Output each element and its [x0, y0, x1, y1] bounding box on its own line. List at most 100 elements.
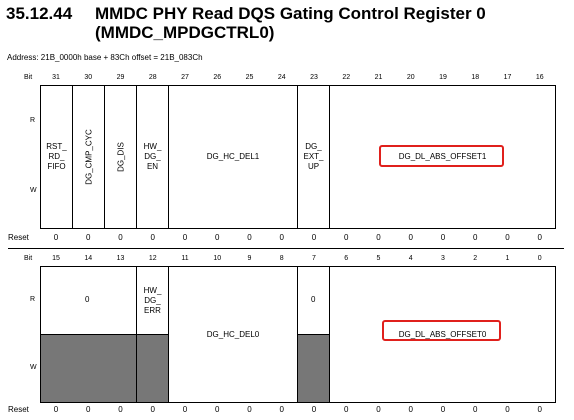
- bit-number: 4: [408, 255, 413, 262]
- bit-number: 12: [148, 255, 157, 262]
- bit-number: 17: [503, 74, 512, 81]
- reset-value: 0: [376, 233, 381, 242]
- reset-value: 0: [440, 233, 446, 242]
- bit-number: 30: [84, 74, 93, 81]
- reset-value: 0: [118, 405, 123, 414]
- bit-number: 19: [439, 74, 447, 81]
- reset-value: 0: [376, 405, 381, 414]
- reset-value: 0: [344, 233, 349, 242]
- bit-number: 27: [181, 74, 189, 81]
- reset-value: 0: [408, 233, 413, 242]
- reserved-write-7: [297, 334, 330, 403]
- field-dg-dl-abs-offset0-label: DG_DL_ABS_OFFSET0: [398, 329, 487, 339]
- reset-value: 0: [537, 233, 542, 242]
- reset-value: 0: [215, 233, 220, 242]
- field-dg-dl-abs-offset1-label: DG_DL_ABS_OFFSET1: [398, 152, 487, 161]
- bit-number: 25: [245, 74, 254, 81]
- reset-value: 0: [53, 233, 59, 242]
- reset-value-row-upper: 0 0 0 0 0 0 0 0 0 0 0 0 0 0 0 0: [40, 233, 556, 245]
- field-dg-ext-up: DG_ EXT_ UP: [297, 85, 330, 229]
- bit-number: 3: [441, 255, 445, 262]
- bit-number: 7: [312, 255, 316, 262]
- field-dg-cmp-cyc-label: DG_CMP_CYC: [84, 129, 93, 185]
- reset-value: 0: [473, 233, 478, 242]
- reset-value: 0: [86, 233, 91, 242]
- field-dg-ext-up-label: DG_ EXT_ UP: [303, 142, 324, 171]
- section-number: 35.12.44: [6, 4, 73, 23]
- bit-number: 18: [471, 74, 480, 81]
- bit-number: 24: [277, 74, 286, 81]
- reset-value: 0: [279, 405, 284, 414]
- register-title: MMDC PHY Read DQS Gating Control Registe…: [95, 4, 486, 23]
- highlight-box-offset0: [382, 320, 501, 341]
- bit-label-upper: Bit: [24, 74, 33, 81]
- bit-number: 29: [116, 74, 125, 81]
- reserved-read-7-value: 0: [311, 295, 316, 304]
- reset-value: 0: [505, 405, 510, 414]
- bit-number: 16: [535, 74, 544, 81]
- reset-value: 0: [247, 405, 252, 414]
- field-dg-cmp-cyc: DG_CMP_CYC: [72, 85, 105, 229]
- bit-number: 20: [406, 74, 415, 81]
- field-dg-dis: DG_DIS: [104, 85, 137, 229]
- reset-value: 0: [247, 233, 252, 242]
- bit-number: 9: [247, 255, 252, 262]
- bit-label-lower: Bit: [24, 255, 33, 262]
- reset-value: 0: [150, 233, 155, 242]
- reset-value: 0: [279, 233, 284, 242]
- divider-line: [8, 248, 564, 249]
- reserved-read-7: 0: [297, 266, 330, 335]
- field-rst-rd-fifo: RST_ RD_ FIFO: [40, 85, 73, 229]
- bit-number: 26: [213, 74, 222, 81]
- reset-value: 0: [344, 405, 349, 414]
- bit-number: 23: [310, 74, 318, 81]
- reset-label-upper: Reset: [8, 233, 29, 242]
- bit-number: 14: [84, 255, 93, 262]
- reset-value: 0: [408, 405, 413, 414]
- field-dg-hc-del0: DG_HC_DEL0: [168, 266, 298, 403]
- field-dg-hc-del1: DG_HC_DEL1: [168, 85, 298, 229]
- bit-number: 15: [52, 255, 60, 262]
- write-label-lower: W: [30, 364, 37, 371]
- read-label-lower: R: [30, 296, 36, 303]
- read-label-upper: R: [30, 117, 36, 124]
- bit-number: 1: [505, 255, 510, 262]
- reset-value: 0: [86, 405, 91, 414]
- reset-value: 0: [118, 233, 123, 242]
- reserved-write-15-13: [40, 334, 137, 403]
- bit-number: 10: [213, 255, 222, 262]
- register-fields-upper: RST_ RD_ FIFO DG_CMP_CYC DG_DIS HW_ DG_ …: [40, 85, 556, 229]
- write-label-upper: W: [30, 187, 37, 194]
- reserved-read-15-13-value: 0: [85, 295, 90, 304]
- bit-number: 5: [376, 255, 381, 262]
- reset-value: 0: [182, 405, 188, 414]
- field-dg-dl-abs-offset1: DG_DL_ABS_OFFSET1: [329, 85, 556, 229]
- reset-value: 0: [505, 233, 510, 242]
- bit-number: 6: [344, 255, 349, 262]
- reset-value-row-lower: 0 0 0 0 0 0 0 0 0 0 0 0 0 0 0 0: [40, 405, 556, 417]
- bit-number-row-lower: 15 14 13 12 11 10 9 8 7 6 5 4 3 2 1 0: [40, 255, 556, 267]
- field-hw-dg-en-label: HW_ DG_ EN: [143, 142, 162, 171]
- bit-number: 2: [473, 255, 478, 262]
- highlight-box-offset1: [379, 145, 504, 167]
- field-dg-hc-del1-label: DG_HC_DEL1: [206, 152, 260, 161]
- bit-number: 8: [279, 255, 284, 262]
- register-fields-lower: 0 HW_ DG_ ERR DG_HC_DEL0 0 DG_DL_ABS_OFF…: [40, 266, 556, 403]
- bit-number: 28: [148, 74, 157, 81]
- reset-value: 0: [537, 405, 542, 414]
- field-hw-dg-en: HW_ DG_ EN: [136, 85, 169, 229]
- bit-number: 22: [342, 74, 351, 81]
- reset-value: 0: [311, 405, 317, 414]
- reserved-read-15-13: 0: [40, 266, 137, 335]
- field-dg-dis-label: DG_DIS: [116, 142, 125, 172]
- register-mnemonic: (MMDC_MPDGCTRL0): [95, 23, 275, 42]
- reset-value: 0: [150, 405, 155, 414]
- field-dg-hc-del0-label: DG_HC_DEL0: [206, 329, 260, 339]
- field-rst-rd-fifo-label: RST_ RD_ FIFO: [46, 142, 67, 171]
- reset-value: 0: [311, 233, 317, 242]
- reset-value: 0: [215, 405, 220, 414]
- field-hw-dg-err: HW_ DG_ ERR: [136, 266, 169, 335]
- field-hw-dg-err-label: HW_ DG_ ERR: [143, 285, 162, 315]
- field-dg-dl-abs-offset0: DG_DL_ABS_OFFSET0: [329, 266, 556, 403]
- reset-value: 0: [182, 233, 188, 242]
